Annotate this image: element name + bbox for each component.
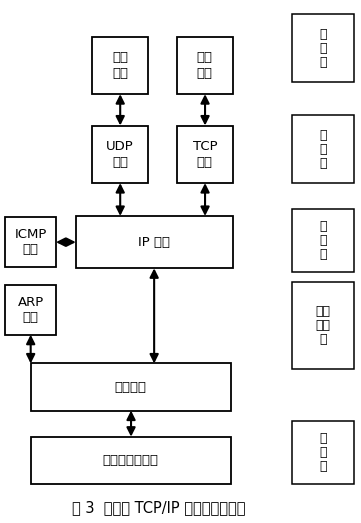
Bar (5, 285, 56, 335)
Bar (292, 421, 354, 484)
Bar (177, 37, 233, 94)
Text: 物理层（网卡）: 物理层（网卡） (103, 454, 159, 467)
Text: 网卡驱动: 网卡驱动 (115, 381, 147, 393)
Bar (31, 363, 231, 411)
Bar (5, 217, 56, 267)
Text: 数据
链路
层: 数据 链路 层 (316, 305, 331, 346)
Text: ICMP
协议: ICMP 协议 (14, 228, 47, 256)
Bar (177, 126, 233, 183)
Text: 运
输
层: 运 输 层 (319, 129, 327, 169)
Text: 应
用
层: 应 用 层 (319, 28, 327, 69)
Text: 应用
程序: 应用 程序 (112, 51, 128, 79)
Bar (76, 216, 233, 268)
Text: TCP
协议: TCP 协议 (192, 140, 217, 168)
Bar (92, 126, 148, 183)
Bar (292, 14, 354, 82)
Text: UDP
协议: UDP 协议 (106, 140, 134, 168)
Text: 应用
程序: 应用 程序 (197, 51, 213, 79)
Bar (31, 437, 231, 484)
Text: ARP
协议: ARP 协议 (18, 295, 44, 324)
Text: IP 协议: IP 协议 (138, 236, 170, 248)
Text: 物
理
层: 物 理 层 (319, 432, 327, 473)
Bar (292, 209, 354, 272)
Text: 网
络
层: 网 络 层 (319, 220, 327, 261)
Bar (292, 115, 354, 183)
Bar (292, 282, 354, 369)
Text: 图 3  实现的 TCP/IP 协议层次结构图: 图 3 实现的 TCP/IP 协议层次结构图 (72, 500, 245, 515)
Bar (92, 37, 148, 94)
